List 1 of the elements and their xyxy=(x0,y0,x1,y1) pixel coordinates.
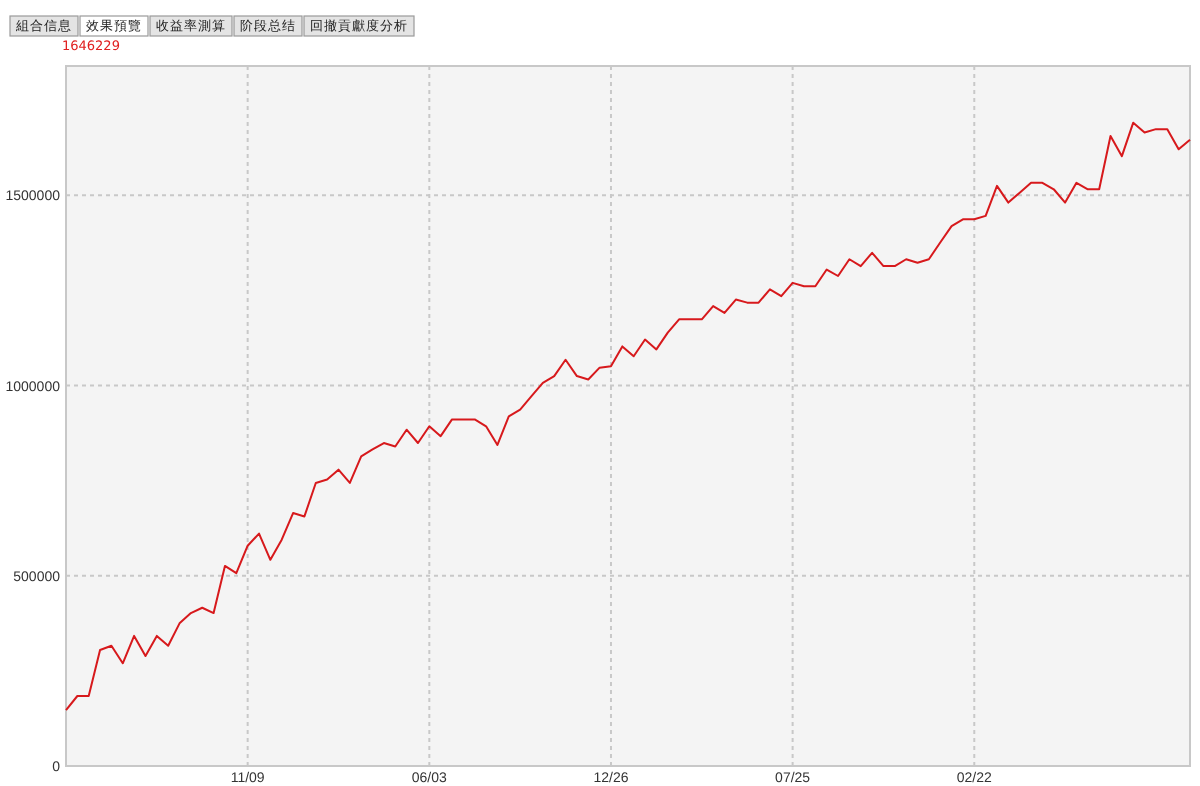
line-series xyxy=(65,121,1191,712)
